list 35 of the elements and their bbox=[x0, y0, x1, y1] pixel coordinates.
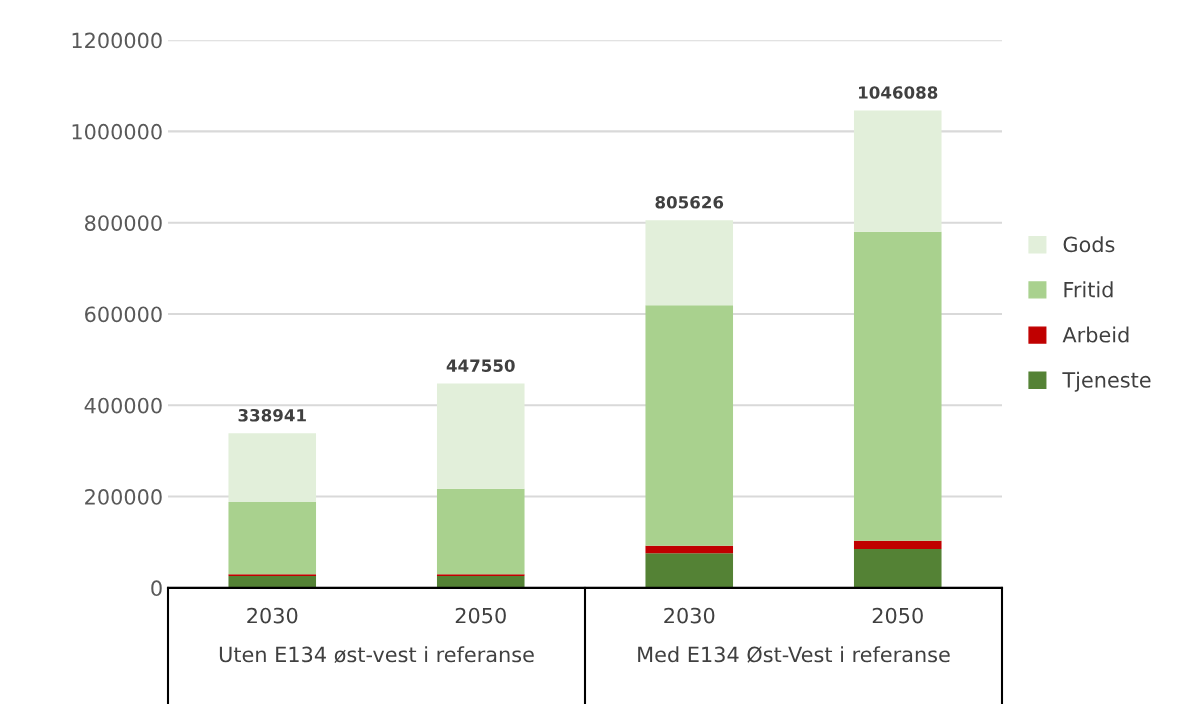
bar bbox=[436, 575, 525, 588]
bar bbox=[436, 488, 525, 575]
total-label: 338941 bbox=[238, 408, 306, 422]
x-tick-label: 2030 bbox=[247, 607, 298, 624]
y-tick-label: 800000 bbox=[85, 215, 162, 231]
bar bbox=[645, 553, 734, 588]
legend-label: Fritid bbox=[1064, 281, 1113, 298]
bar bbox=[853, 540, 942, 550]
x-tick-label: 2050 bbox=[455, 607, 506, 624]
x-tick-label: 2050 bbox=[872, 607, 923, 624]
bar bbox=[853, 549, 942, 588]
total-label: 805626 bbox=[655, 195, 724, 209]
y-tick-label: 200000 bbox=[85, 489, 162, 505]
bar bbox=[645, 220, 734, 306]
bar bbox=[853, 231, 942, 541]
legend-label: Tjeneste bbox=[1062, 371, 1151, 392]
text: Uten E134 øst-vest i referanse bbox=[219, 646, 534, 664]
bar bbox=[228, 433, 317, 503]
bar bbox=[228, 575, 317, 588]
text: Med E134 Øst-Vest i referanse bbox=[638, 646, 950, 663]
bar bbox=[645, 545, 734, 554]
y-tick-label: 0 bbox=[151, 580, 162, 597]
bar bbox=[853, 110, 942, 232]
y-tick-label: 1200000 bbox=[72, 32, 162, 49]
y-tick-label: 400000 bbox=[84, 397, 162, 414]
legend-label: Arbeid bbox=[1062, 326, 1129, 343]
y-tick-label: 600000 bbox=[85, 306, 162, 323]
legend-label: Gods bbox=[1063, 236, 1115, 253]
bar bbox=[228, 502, 317, 575]
total-label: 447550 bbox=[446, 359, 515, 372]
bar bbox=[436, 383, 525, 489]
bar bbox=[645, 305, 734, 546]
x-tick-label: 2030 bbox=[664, 607, 715, 624]
total-label: 1046088 bbox=[859, 86, 938, 99]
y-tick-label: 1000000 bbox=[72, 123, 162, 140]
